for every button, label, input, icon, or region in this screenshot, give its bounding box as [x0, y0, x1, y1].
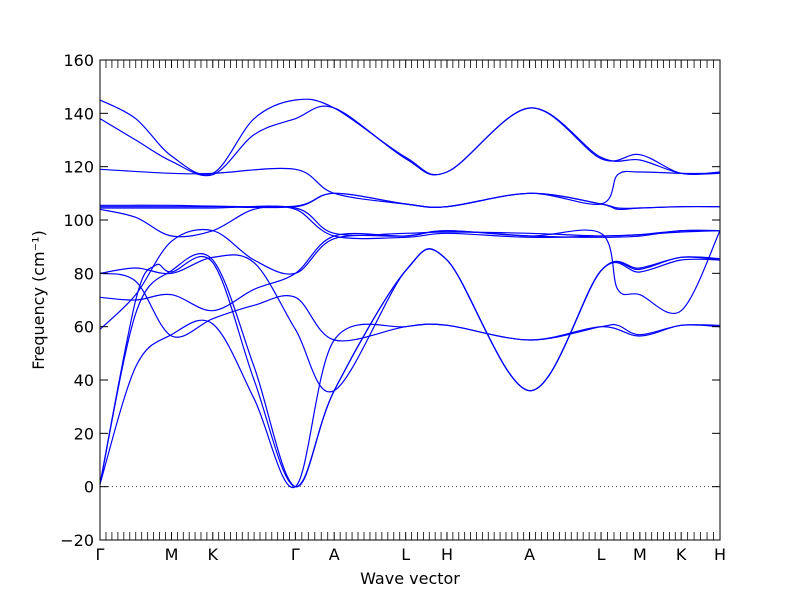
x-tick-label: Γ: [96, 545, 105, 564]
band-line-14: [99, 98, 721, 176]
y-tick-label: −20: [60, 531, 94, 550]
x-tick-label: H: [714, 545, 726, 564]
band-line-3: [99, 248, 721, 488]
plot-frame: [99, 59, 721, 541]
x-tick-label: K: [208, 545, 219, 564]
band-line-4: [99, 228, 721, 330]
x-tick-label: H: [441, 545, 453, 564]
y-tick-label: 0: [84, 478, 94, 497]
x-tick-label: M: [165, 545, 179, 564]
y-tick-label: 40: [74, 371, 94, 390]
x-tick-label: A: [329, 545, 340, 564]
y-tick-label: 100: [63, 211, 94, 230]
band-line-6: [99, 229, 721, 314]
band-line-10: [100, 170, 721, 209]
x-tick-label: M: [633, 545, 647, 564]
x-tick-label: L: [401, 545, 410, 564]
y-axis-label: Frequency (cm⁻¹): [29, 230, 48, 369]
y-tick-label: 80: [74, 264, 94, 283]
x-tick-label: K: [676, 545, 687, 564]
band-line-13: [99, 105, 721, 177]
x-tick-label: A: [524, 545, 535, 564]
band-line-2: [99, 248, 721, 488]
x-axis-label: Wave vector: [360, 569, 460, 588]
plot-area: [99, 98, 721, 489]
band-line-5: [99, 272, 721, 342]
y-axis: −20 0 20 40 60 80 100 120 140 160: [60, 51, 720, 550]
band-line-7: [99, 248, 721, 393]
band-line-9: [99, 205, 721, 237]
y-tick-label: 20: [74, 424, 94, 443]
y-tick-label: 140: [63, 104, 94, 123]
x-tick-label: L: [597, 545, 606, 564]
y-tick-label: 160: [63, 51, 94, 70]
band-line-1: [99, 319, 721, 489]
band-line-12: [99, 167, 721, 209]
x-tick-label: Γ: [291, 545, 300, 564]
y-tick-label: 60: [74, 318, 94, 337]
y-tick-label: 120: [63, 158, 94, 177]
